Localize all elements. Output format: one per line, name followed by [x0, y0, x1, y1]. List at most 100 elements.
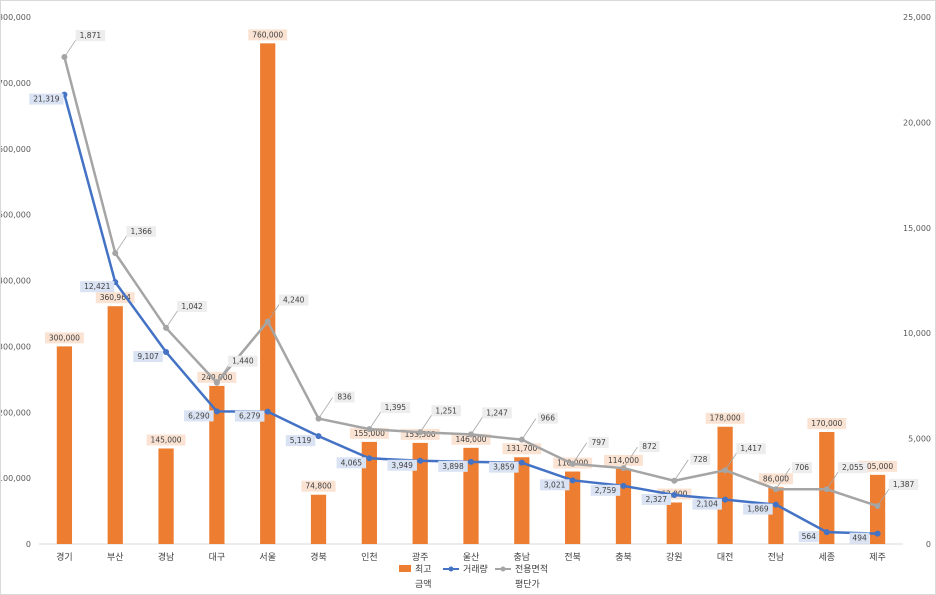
price-per-area-data-label-bg: [588, 436, 609, 448]
volume-data-label: 1,869: [747, 505, 769, 514]
bar: [514, 457, 530, 544]
price-per-area-data-label-bg: [380, 402, 411, 414]
volume-point: [569, 477, 576, 484]
bar-data-label-bg: [146, 434, 186, 446]
volume-data-label: 12,421: [84, 282, 110, 291]
price-per-area-data-label: 1,417: [740, 444, 762, 453]
volume-point: [264, 408, 271, 415]
price-per-area-data-label: 728: [693, 455, 708, 464]
bar: [56, 346, 73, 544]
volume-data-label-bg: [590, 484, 621, 496]
price-per-area-data-label: 1,251: [435, 406, 457, 415]
price-per-area-data-label-bg: [838, 462, 868, 474]
legend-swatch-price-dot: [500, 566, 506, 572]
bar: [107, 306, 123, 544]
bar-data-label-bg: [349, 427, 389, 439]
volume-data-label: 21,319: [33, 95, 59, 104]
y-left-tick-label: 600,000: [1, 145, 31, 154]
bar-data-label-bg: [858, 460, 898, 472]
y-left-tick-label: 400,000: [1, 277, 31, 286]
price-per-area-data-label-bg: [791, 462, 812, 474]
x-tick-label: 서울: [259, 552, 276, 563]
bar-data-label-bg: [502, 443, 542, 455]
volume-point: [417, 457, 424, 464]
leader-line: [572, 442, 587, 465]
price-per-area-data-label: 1,440: [232, 357, 254, 366]
bar: [615, 468, 632, 544]
bar-data-label: 760,000: [252, 30, 283, 39]
bar: [666, 502, 682, 544]
price-per-area-data-label: 966: [541, 414, 556, 423]
volume-data-label: 6,290: [188, 411, 210, 420]
volume-point: [518, 459, 525, 466]
price-per-area-data-label: 706: [795, 463, 810, 472]
volume-data-label-bg: [743, 503, 773, 515]
volume-data-label: 3,898: [442, 462, 464, 471]
bar: [717, 426, 733, 544]
volume-point: [722, 496, 729, 503]
bar-data-label: 155,000: [354, 429, 385, 438]
bar-data-label-bg: [451, 433, 491, 445]
price-per-area-point: [112, 250, 119, 257]
bar-data-label: 114,000: [608, 456, 639, 465]
volume-data-label-bg: [184, 410, 214, 422]
y-left-tick-label: 700,000: [1, 79, 31, 88]
bar-data-label-bg: [705, 412, 745, 424]
volume-point: [772, 501, 779, 508]
volume-data-label: 6,279: [239, 412, 261, 421]
volume-data-label: 3,021: [544, 480, 566, 489]
x-tick-label: 경기: [56, 551, 73, 563]
bar-data-label: 145,000: [151, 435, 182, 444]
price-per-area-data-label-bg: [177, 300, 207, 312]
bar: [310, 494, 327, 544]
bar: [869, 474, 886, 544]
volume-data-label: 9,107: [137, 352, 159, 361]
x-tick-label: 경남: [158, 551, 175, 563]
volume-point: [620, 482, 627, 489]
price-per-area-data-label: 1,042: [181, 302, 203, 311]
legend-label-bar-line2: 금액: [415, 578, 432, 590]
y-left-tick-label: 100,000: [1, 474, 31, 483]
bar-data-label: 300,000: [49, 333, 80, 342]
bar-data-label: 170,000: [811, 419, 842, 428]
volume-data-label-bg: [539, 479, 570, 491]
bar-data-label: 240,000: [201, 373, 232, 382]
bar-data-label: 360,964: [100, 293, 131, 302]
price-per-area-data-label-bg: [228, 355, 258, 367]
x-tick-label: 광주: [412, 551, 429, 563]
bar: [209, 385, 225, 544]
x-tick-label: 강원: [666, 552, 683, 563]
price-per-area-data-label: 1,387: [893, 480, 915, 489]
volume-data-label: 3,859: [493, 463, 515, 472]
y-right-tick-label: 20,000: [903, 118, 931, 127]
x-tick-label: 대전: [717, 552, 734, 563]
volume-point: [874, 530, 881, 537]
volume-data-label-bg: [489, 461, 519, 473]
volume-point: [823, 529, 830, 536]
volume-point: [671, 491, 678, 498]
y-left-tick-label: 0: [26, 540, 31, 549]
price-per-area-data-label-bg: [431, 405, 461, 417]
volume-data-label-bg: [387, 459, 417, 471]
price-per-area-data-label-bg: [482, 407, 512, 419]
bar-data-label: 146,000: [455, 435, 486, 444]
volume-point: [315, 433, 322, 440]
price-per-area-data-label-bg: [639, 441, 660, 453]
x-tick-label: 전남: [768, 552, 785, 563]
price-per-area-data-label-bg: [537, 412, 558, 424]
x-tick-label: 전북: [564, 552, 581, 563]
price-per-area-data-label-bg: [75, 30, 106, 42]
price-per-area-data-label: 836: [337, 393, 352, 402]
bar-data-label-bg: [44, 332, 84, 344]
volume-data-label: 4,065: [341, 458, 363, 467]
volume-data-label-bg: [234, 410, 265, 422]
price-per-area-data-label-bg: [888, 479, 919, 491]
bar-data-label-bg: [197, 371, 237, 383]
legend-label-price-line2: 평단가: [515, 579, 540, 590]
volume-point: [468, 458, 474, 465]
legend-swatch-volume-dot: [448, 566, 454, 572]
bar: [463, 447, 479, 544]
bar: [260, 43, 276, 544]
y-left-tick-label: 300,000: [1, 342, 31, 351]
